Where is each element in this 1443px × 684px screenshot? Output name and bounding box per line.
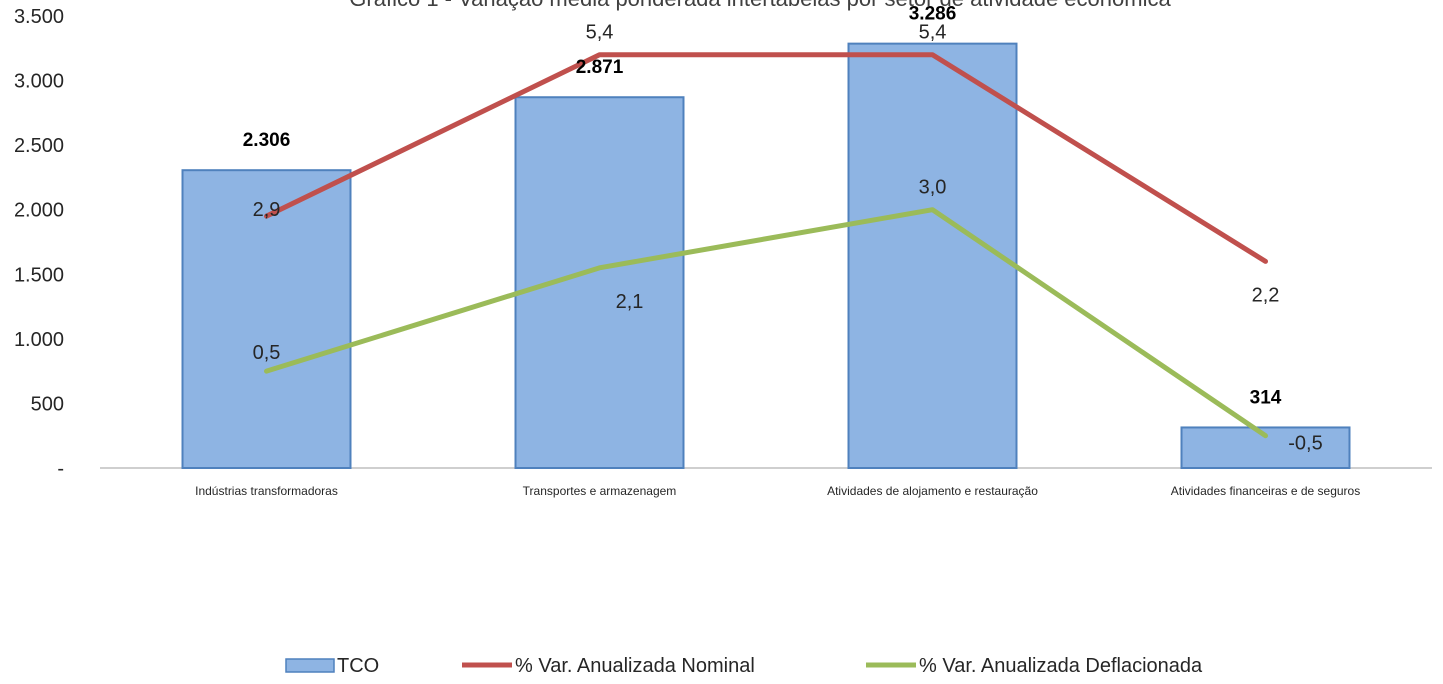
y-axis: - 500 1.000 1.500 2.000 2.500 3.000 3.500 bbox=[14, 6, 64, 480]
x-axis: Indústrias transformadoras Transportes e … bbox=[100, 467, 1432, 498]
line-value-label: 3,0 bbox=[919, 177, 947, 199]
y-tick-label: 3.000 bbox=[14, 71, 64, 93]
legend-label: TCO bbox=[337, 655, 379, 677]
bar bbox=[514, 96, 685, 469]
bar-series bbox=[181, 42, 1351, 470]
bar bbox=[181, 169, 352, 470]
bar-value-label: 3.286 bbox=[909, 4, 957, 25]
line-value-label: -0,5 bbox=[1288, 433, 1322, 455]
y-tick-label: 3.500 bbox=[14, 6, 64, 28]
bar-value-label: 314 bbox=[1250, 387, 1282, 408]
y-tick-label: - bbox=[57, 458, 64, 480]
x-tick-label: Transportes e armazenagem bbox=[523, 484, 677, 498]
legend: TCO % Var. Anualizada Nominal % Var. Anual… bbox=[285, 655, 1203, 677]
line-value-label: 5,4 bbox=[586, 22, 614, 44]
legend-label: % Var. Anualizada Nominal bbox=[515, 655, 755, 677]
y-tick-label: 1.500 bbox=[14, 264, 64, 286]
x-tick-label: Atividades de alojamento e restauração bbox=[827, 484, 1038, 498]
y-tick-label: 1.000 bbox=[14, 329, 64, 351]
series-line-nominal bbox=[264, 52, 1268, 264]
y-tick-label: 500 bbox=[31, 393, 64, 415]
bar bbox=[847, 42, 1018, 470]
line-value-label: 2,1 bbox=[616, 291, 644, 313]
line-value-label: 5,4 bbox=[919, 22, 947, 44]
y-tick-label: 2.000 bbox=[14, 200, 64, 222]
legend-swatch-tco bbox=[285, 658, 335, 673]
series-line-deflated bbox=[264, 207, 1268, 439]
chart-title: Gráfico 1 - Variação média ponderada int… bbox=[349, 0, 1171, 11]
x-tick-label: Atividades financeiras e de seguros bbox=[1171, 484, 1360, 498]
line-series bbox=[264, 52, 1268, 439]
legend-label: % Var. Anualizada Deflacionada bbox=[919, 655, 1203, 677]
bar-value-label: 2.871 bbox=[576, 57, 624, 78]
bar-value-label: 2.306 bbox=[243, 130, 291, 151]
y-tick-label: 2.500 bbox=[14, 135, 64, 157]
line-value-label: 0,5 bbox=[253, 342, 281, 364]
x-tick-label: Indústrias transformadoras bbox=[195, 484, 338, 498]
line-value-label: 2,2 bbox=[1252, 284, 1280, 306]
data-labels: 2.306 2.871 3.286 314 2,9 5,4 5,4 2,2 0,5 2,1 3,0 -… bbox=[243, 4, 1323, 455]
line-value-label: 2,9 bbox=[253, 199, 281, 221]
